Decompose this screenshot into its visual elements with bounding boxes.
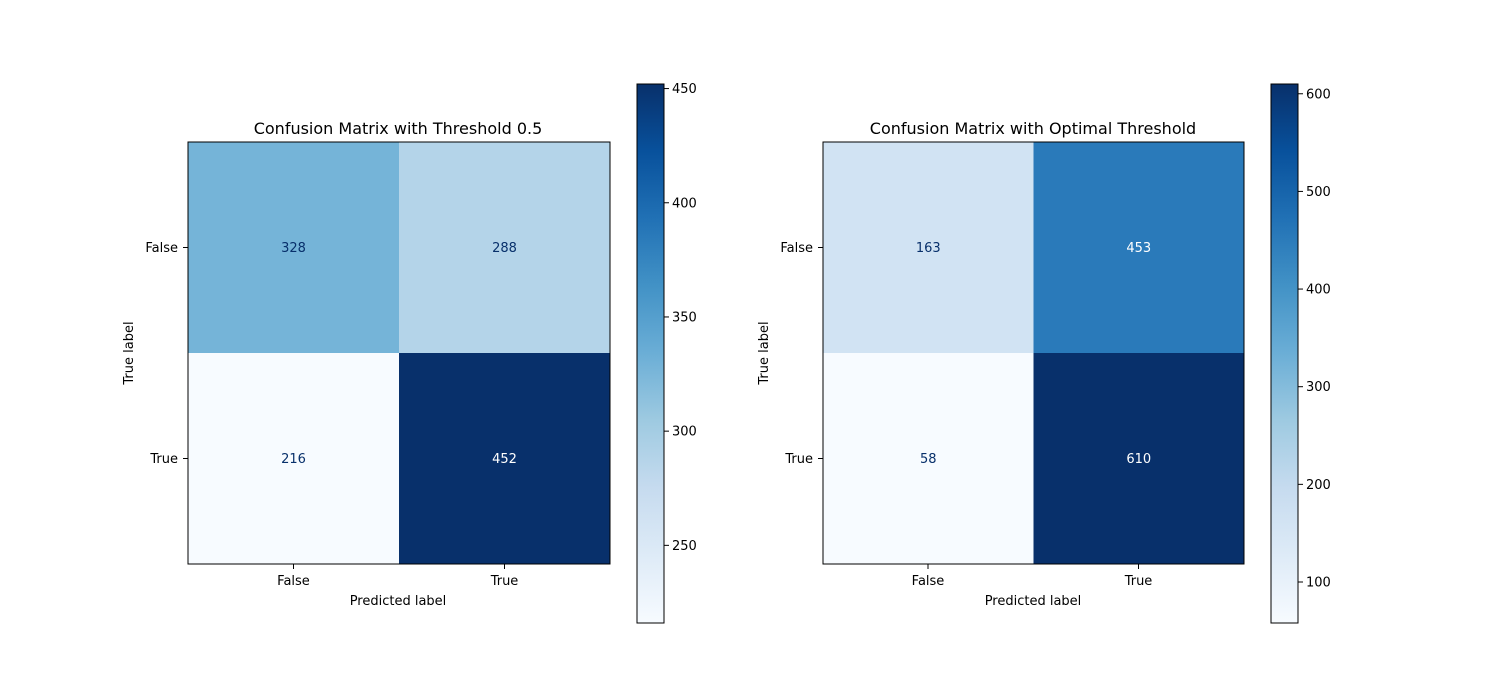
y-tick-label: True bbox=[149, 452, 178, 467]
heatmap-cell bbox=[399, 353, 611, 565]
x-ticks-2: False True bbox=[912, 564, 1153, 589]
confusion-matrix-panel-2: Confusion Matrix with Optimal Threshold … bbox=[757, 83, 1331, 624]
confusion-matrix-panel-1: Confusion Matrix with Threshold 0.5 328 2… bbox=[122, 82, 697, 624]
heatmap-cells-1: 328 288 216 452 bbox=[188, 142, 611, 565]
x-ticks-1: False True bbox=[277, 564, 518, 589]
cell-value-label: 328 bbox=[281, 241, 306, 256]
heatmap-cell bbox=[188, 353, 400, 565]
colorbar-tick-label: 500 bbox=[1306, 185, 1331, 200]
colorbar-ticks-2: 100 200 300 400 500 600 bbox=[1298, 87, 1331, 590]
colorbar-tick-label: 250 bbox=[672, 539, 697, 554]
heatmap-cell bbox=[399, 142, 611, 354]
x-tick-label: True bbox=[490, 574, 519, 589]
cell-value-label: 163 bbox=[916, 241, 941, 256]
x-tick-label: True bbox=[1124, 574, 1153, 589]
x-tick-label: False bbox=[277, 574, 310, 589]
colorbar-1: 250 300 350 400 450 bbox=[636, 82, 697, 624]
cell-value-label: 288 bbox=[492, 241, 517, 256]
cell-value-label: 452 bbox=[492, 452, 517, 467]
y-axis-label-1: True label bbox=[122, 321, 137, 385]
y-ticks-2: False True bbox=[780, 241, 823, 467]
colorbar-tick-label: 300 bbox=[1306, 380, 1331, 395]
colorbar-tick-label: 300 bbox=[672, 425, 697, 440]
colorbar-tick-label: 600 bbox=[1306, 87, 1331, 102]
heatmap-cell bbox=[1033, 142, 1245, 354]
colorbar-tick-label: 400 bbox=[672, 196, 697, 211]
heatmap-cell bbox=[188, 142, 400, 354]
colorbar-frame-2 bbox=[1270, 83, 1299, 624]
heatmap-cell bbox=[1033, 353, 1245, 565]
y-tick-label: False bbox=[780, 241, 813, 256]
chart-title-1: Confusion Matrix with Threshold 0.5 bbox=[254, 119, 543, 138]
heatmap-cells-2: 163 453 58 610 bbox=[823, 142, 1245, 565]
x-tick-label: False bbox=[912, 574, 945, 589]
y-axis-label-2: True label bbox=[757, 321, 772, 385]
heatmap-cell bbox=[823, 142, 1034, 354]
plot-frame-2 bbox=[822, 141, 1245, 565]
colorbar-gradient-2 bbox=[1271, 84, 1298, 623]
plot-frame-1 bbox=[187, 141, 611, 565]
colorbar-tick-label: 450 bbox=[672, 82, 697, 97]
y-ticks-1: False True bbox=[145, 241, 188, 467]
x-axis-label-1: Predicted label bbox=[350, 594, 447, 609]
colorbar-ticks-1: 250 300 350 400 450 bbox=[664, 82, 697, 554]
colorbar-2: 100 200 300 400 500 600 bbox=[1270, 83, 1331, 624]
colorbar-frame-1 bbox=[636, 83, 665, 624]
colorbar-tick-label: 200 bbox=[1306, 478, 1331, 493]
colorbar-tick-label: 100 bbox=[1306, 575, 1331, 590]
chart-title-2: Confusion Matrix with Optimal Threshold bbox=[870, 119, 1196, 138]
cell-value-label: 216 bbox=[281, 452, 306, 467]
cell-value-label: 453 bbox=[1126, 241, 1151, 256]
cell-value-label: 58 bbox=[920, 452, 937, 467]
y-tick-label: True bbox=[784, 452, 813, 467]
x-axis-label-2: Predicted label bbox=[985, 594, 1082, 609]
y-tick-label: False bbox=[145, 241, 178, 256]
colorbar-tick-label: 350 bbox=[672, 310, 697, 325]
heatmap-cell bbox=[823, 353, 1034, 565]
colorbar-tick-label: 400 bbox=[1306, 283, 1331, 298]
cell-value-label: 610 bbox=[1126, 452, 1151, 467]
colorbar-gradient-1 bbox=[637, 84, 664, 623]
